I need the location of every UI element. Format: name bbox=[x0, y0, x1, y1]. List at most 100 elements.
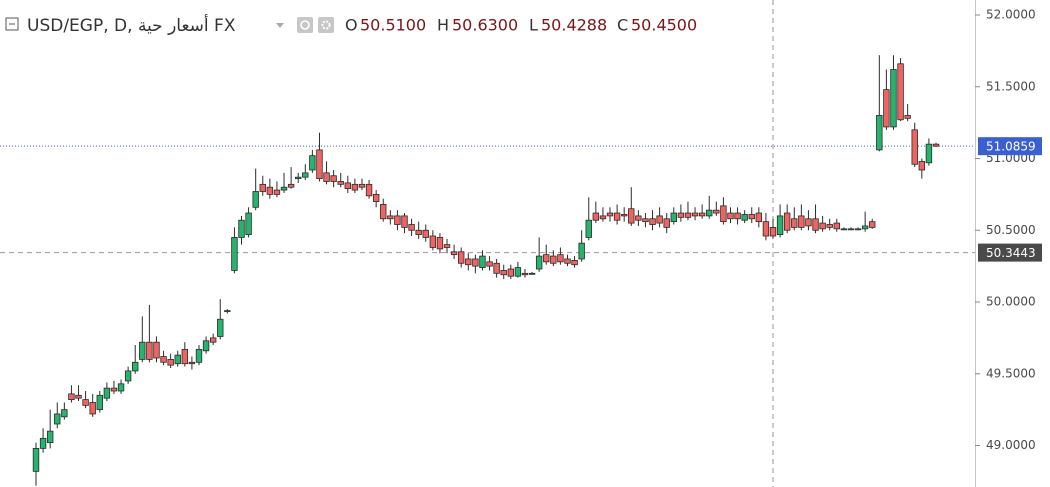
candle-body bbox=[769, 226, 777, 237]
candle-body bbox=[521, 272, 529, 276]
candle-body bbox=[280, 186, 288, 191]
candle-body bbox=[457, 251, 465, 264]
y-tick-label: 52.0000 bbox=[986, 7, 1036, 21]
candle-body bbox=[911, 129, 918, 165]
candle-body bbox=[32, 447, 40, 472]
candle-body bbox=[833, 222, 840, 230]
candle-body bbox=[472, 258, 479, 267]
candle-body bbox=[904, 115, 911, 119]
candle-body bbox=[727, 212, 734, 220]
candle-body bbox=[869, 221, 876, 228]
candle-body bbox=[479, 255, 486, 268]
candle-body bbox=[415, 229, 422, 235]
candle-body bbox=[408, 224, 415, 231]
candle-body bbox=[514, 267, 522, 277]
ohlc-value: 50.4500 bbox=[631, 16, 697, 35]
candle-body bbox=[812, 218, 819, 231]
candle-body bbox=[507, 268, 515, 277]
candle-body bbox=[656, 215, 663, 224]
candle-body bbox=[231, 237, 238, 271]
candle-body bbox=[918, 160, 926, 171]
candle-body bbox=[670, 212, 677, 223]
candle-body bbox=[217, 318, 224, 337]
candle-body bbox=[613, 212, 621, 221]
candle-body bbox=[224, 310, 231, 313]
candle-body bbox=[39, 437, 47, 449]
candle-body bbox=[861, 225, 869, 230]
candle-body bbox=[691, 212, 699, 217]
candle-body bbox=[323, 172, 330, 182]
candle-body bbox=[883, 89, 890, 128]
candle-body bbox=[429, 235, 437, 248]
ohlc-value: 50.6300 bbox=[452, 16, 518, 35]
candle-body bbox=[202, 340, 210, 352]
candle-body bbox=[826, 224, 833, 228]
candle-body bbox=[876, 115, 883, 151]
candle-body bbox=[110, 387, 118, 392]
candle-body bbox=[585, 219, 592, 238]
y-tick-label: 51.5000 bbox=[986, 79, 1036, 93]
candle-body bbox=[238, 219, 245, 238]
ohlc-value: 50.4288 bbox=[541, 16, 607, 35]
candle-body bbox=[741, 214, 748, 221]
last-price-box bbox=[978, 137, 1042, 156]
candle-body bbox=[139, 341, 146, 360]
candle-body bbox=[663, 218, 670, 228]
candle-body bbox=[266, 186, 274, 195]
candle-body bbox=[96, 394, 103, 411]
candle-body bbox=[124, 370, 132, 382]
candle-body bbox=[649, 218, 656, 225]
candle-body bbox=[592, 212, 600, 221]
candle-body bbox=[571, 259, 578, 266]
candle-body bbox=[776, 215, 784, 235]
dropdown-arrow[interactable] bbox=[276, 23, 284, 28]
candle-body bbox=[620, 214, 628, 217]
candle-body bbox=[734, 212, 741, 220]
candle-body bbox=[628, 208, 635, 224]
candle-body bbox=[245, 212, 252, 235]
candle-body bbox=[167, 359, 174, 366]
plot bbox=[0, 55, 975, 486]
candle-body bbox=[188, 361, 196, 365]
candle-body bbox=[493, 262, 500, 274]
candle-body bbox=[840, 228, 848, 231]
ohlc-key: L bbox=[529, 16, 538, 35]
candle-body bbox=[698, 212, 706, 217]
candle-body bbox=[302, 172, 309, 178]
candle-body bbox=[819, 222, 826, 230]
candle-body bbox=[209, 337, 217, 343]
candle-body bbox=[535, 255, 543, 270]
eye-icon[interactable] bbox=[297, 17, 313, 33]
candle-body bbox=[380, 204, 387, 220]
candle-body bbox=[337, 181, 344, 185]
candle-body bbox=[564, 258, 571, 264]
collapse-icon[interactable] bbox=[5, 17, 19, 31]
candle-body bbox=[89, 402, 96, 415]
y-tick-label: 50.5000 bbox=[986, 223, 1036, 237]
ohlc-key: O bbox=[345, 16, 358, 35]
candle-body bbox=[762, 221, 770, 237]
candle-body bbox=[642, 218, 649, 223]
candle-body bbox=[365, 183, 373, 197]
candle-body bbox=[436, 237, 444, 250]
last-price-label: 51.0859 bbox=[986, 140, 1036, 154]
candle-body bbox=[755, 212, 763, 223]
candle-body bbox=[54, 413, 61, 425]
candle-body bbox=[273, 189, 281, 195]
settings-icon-shape bbox=[321, 20, 331, 30]
candle-body bbox=[783, 212, 791, 231]
candle-body bbox=[330, 175, 337, 182]
candle-body bbox=[160, 356, 167, 363]
candle-body bbox=[925, 143, 933, 164]
y-tick-label: 49.5000 bbox=[986, 366, 1036, 380]
candle-body bbox=[890, 69, 897, 128]
candle-body bbox=[316, 149, 323, 179]
candle-body bbox=[486, 261, 493, 267]
candle-body bbox=[82, 399, 89, 406]
candle-body bbox=[706, 209, 713, 217]
candle-body bbox=[181, 348, 189, 365]
ohlc-value: 50.5100 bbox=[360, 16, 426, 35]
ohlc-key: H bbox=[437, 16, 449, 35]
settings-icon[interactable] bbox=[318, 17, 334, 33]
